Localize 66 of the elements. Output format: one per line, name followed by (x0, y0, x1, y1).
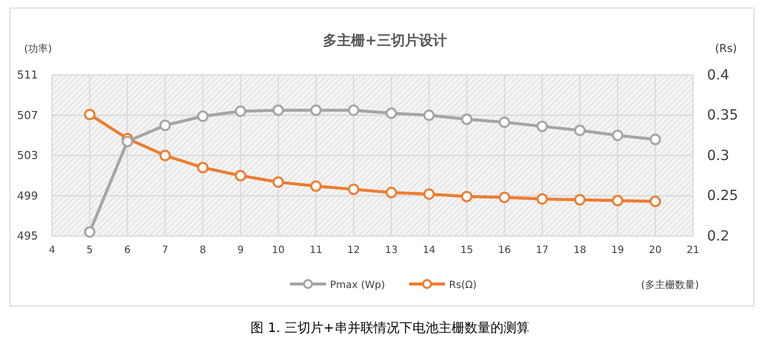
x-tick-label: 8 (200, 245, 206, 256)
point (498, 116, 510, 128)
y-tick-label: 507 (17, 108, 38, 122)
y2-tick-label: 0.3 (707, 148, 730, 164)
point (386, 186, 398, 198)
point (234, 106, 246, 117)
point (612, 130, 624, 142)
point (612, 194, 624, 206)
y2-axis-title: (Rs) (715, 42, 737, 55)
legend-label: Rs(Ω) (449, 280, 477, 291)
point (272, 176, 284, 188)
legend-label: Pmax (Wp) (330, 280, 386, 291)
x-tick-label: 20 (648, 245, 662, 256)
x-tick-label: 13 (384, 245, 398, 256)
point (423, 188, 435, 200)
x-tick-label: 10 (272, 245, 285, 256)
point (84, 226, 96, 238)
point (461, 190, 472, 202)
x-tick-label: 9 (237, 245, 244, 256)
point (348, 184, 360, 196)
chart-title: 多主栅+三切片设计 (323, 32, 447, 49)
y2-tick-label: 0.4 (707, 67, 730, 84)
point (498, 192, 510, 204)
point (197, 110, 209, 122)
y-tick-label: 499 (17, 189, 38, 202)
point (197, 162, 209, 174)
x-tick-label: 17 (536, 245, 549, 256)
x-tick-label: 21 (686, 245, 700, 256)
x-tick-label: 7 (162, 245, 168, 256)
x-tick-label: 6 (124, 245, 131, 256)
point (348, 104, 360, 116)
point (423, 110, 435, 121)
point (310, 180, 322, 192)
x-tick-label: 5 (86, 245, 93, 256)
point (272, 104, 284, 116)
y-axis-title: (功率) (24, 43, 52, 55)
x-tick-label: 12 (347, 245, 360, 256)
x-tick-label: 15 (460, 245, 474, 256)
point (536, 120, 548, 132)
y-tick-label: 495 (17, 230, 38, 243)
point (650, 196, 662, 208)
x-axis-title: (多主栅数量) (641, 279, 699, 291)
point (159, 150, 171, 162)
point (84, 108, 96, 120)
point (574, 124, 586, 136)
y2-tick-label: 0.2 (707, 228, 730, 244)
point (574, 194, 586, 206)
point (461, 114, 472, 125)
y-tick-label: 511 (17, 68, 38, 82)
point (310, 104, 322, 116)
caption: 图 1. 三切片+串并联情况下电池主栅数量的测算 (250, 320, 530, 336)
y2-tick-label: 0.35 (707, 108, 738, 124)
x-tick-label: 16 (498, 245, 511, 256)
point (386, 108, 398, 119)
x-tick-label: 18 (574, 245, 586, 256)
x-tick-label: 11 (310, 245, 322, 256)
x-tick-label: 4 (48, 245, 56, 256)
point (650, 134, 662, 146)
x-tick-label: 14 (422, 245, 436, 256)
point (122, 136, 134, 148)
x-tick-label: 19 (611, 245, 624, 256)
y-tick-label: 503 (17, 149, 38, 162)
point (234, 170, 246, 182)
y2-tick-label: 0.25 (707, 188, 738, 204)
point (536, 193, 548, 205)
point (159, 120, 171, 132)
